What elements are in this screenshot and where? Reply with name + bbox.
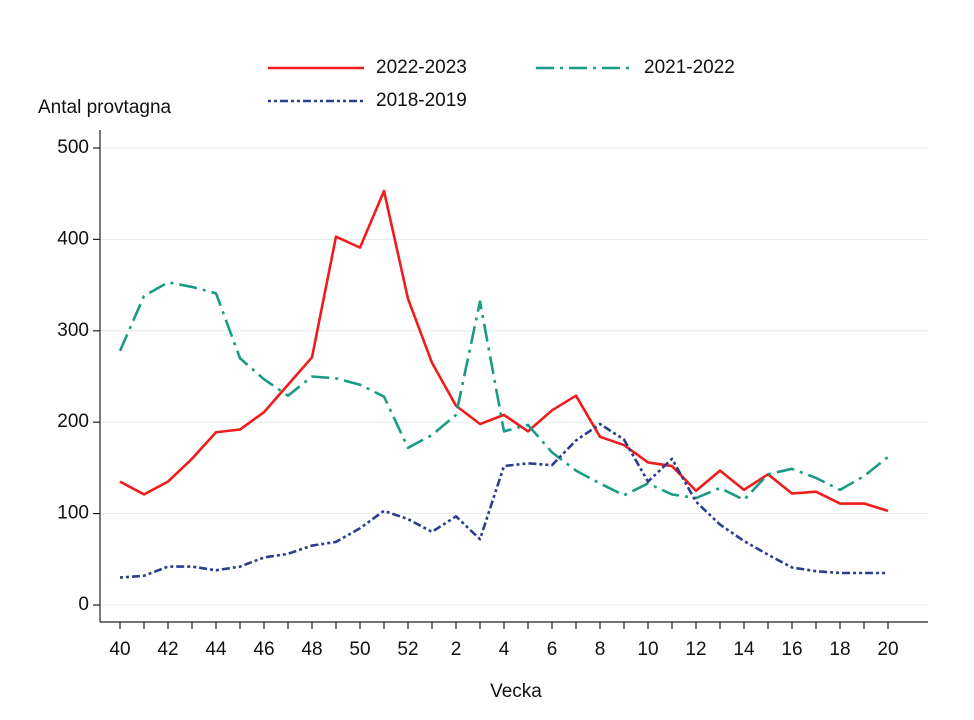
x-tick-label: 20 <box>877 639 898 660</box>
x-tick-label: 16 <box>781 639 802 660</box>
y-tick-label: 400 <box>57 228 89 249</box>
x-tick-label: 50 <box>349 639 370 660</box>
y-tick-label: 300 <box>57 320 89 341</box>
x-tick-label: 4 <box>499 639 510 660</box>
x-tick-label: 12 <box>685 639 706 660</box>
x-tick-label: 44 <box>205 639 227 660</box>
x-tick-label: 46 <box>253 639 274 660</box>
legend-label: 2018-2019 <box>376 90 467 111</box>
y-tick-label: 200 <box>57 411 89 432</box>
x-tick-label: 40 <box>109 639 130 660</box>
x-tick-label: 8 <box>595 639 606 660</box>
x-tick-label: 52 <box>397 639 418 660</box>
x-tick-label: 2 <box>451 639 462 660</box>
series-line <box>119 189 889 513</box>
y-tick-label: 100 <box>57 503 89 524</box>
series-line <box>118 281 889 502</box>
x-tick-label: 6 <box>547 639 558 660</box>
x-axis-label: Vecka <box>490 681 542 702</box>
x-tick-label: 14 <box>733 639 755 660</box>
y-tick-label: 500 <box>57 137 89 158</box>
x-tick-label: 48 <box>301 639 322 660</box>
x-tick-label: 42 <box>157 639 178 660</box>
y-axis-label: Antal provtagna <box>38 97 172 118</box>
y-tick-label: 0 <box>78 594 89 615</box>
legend-label: 2022-2023 <box>376 57 467 78</box>
legend-label: 2021-2022 <box>644 57 735 78</box>
x-tick-label: 10 <box>637 639 658 660</box>
x-tick-label: 18 <box>829 639 850 660</box>
series-line <box>119 422 888 579</box>
